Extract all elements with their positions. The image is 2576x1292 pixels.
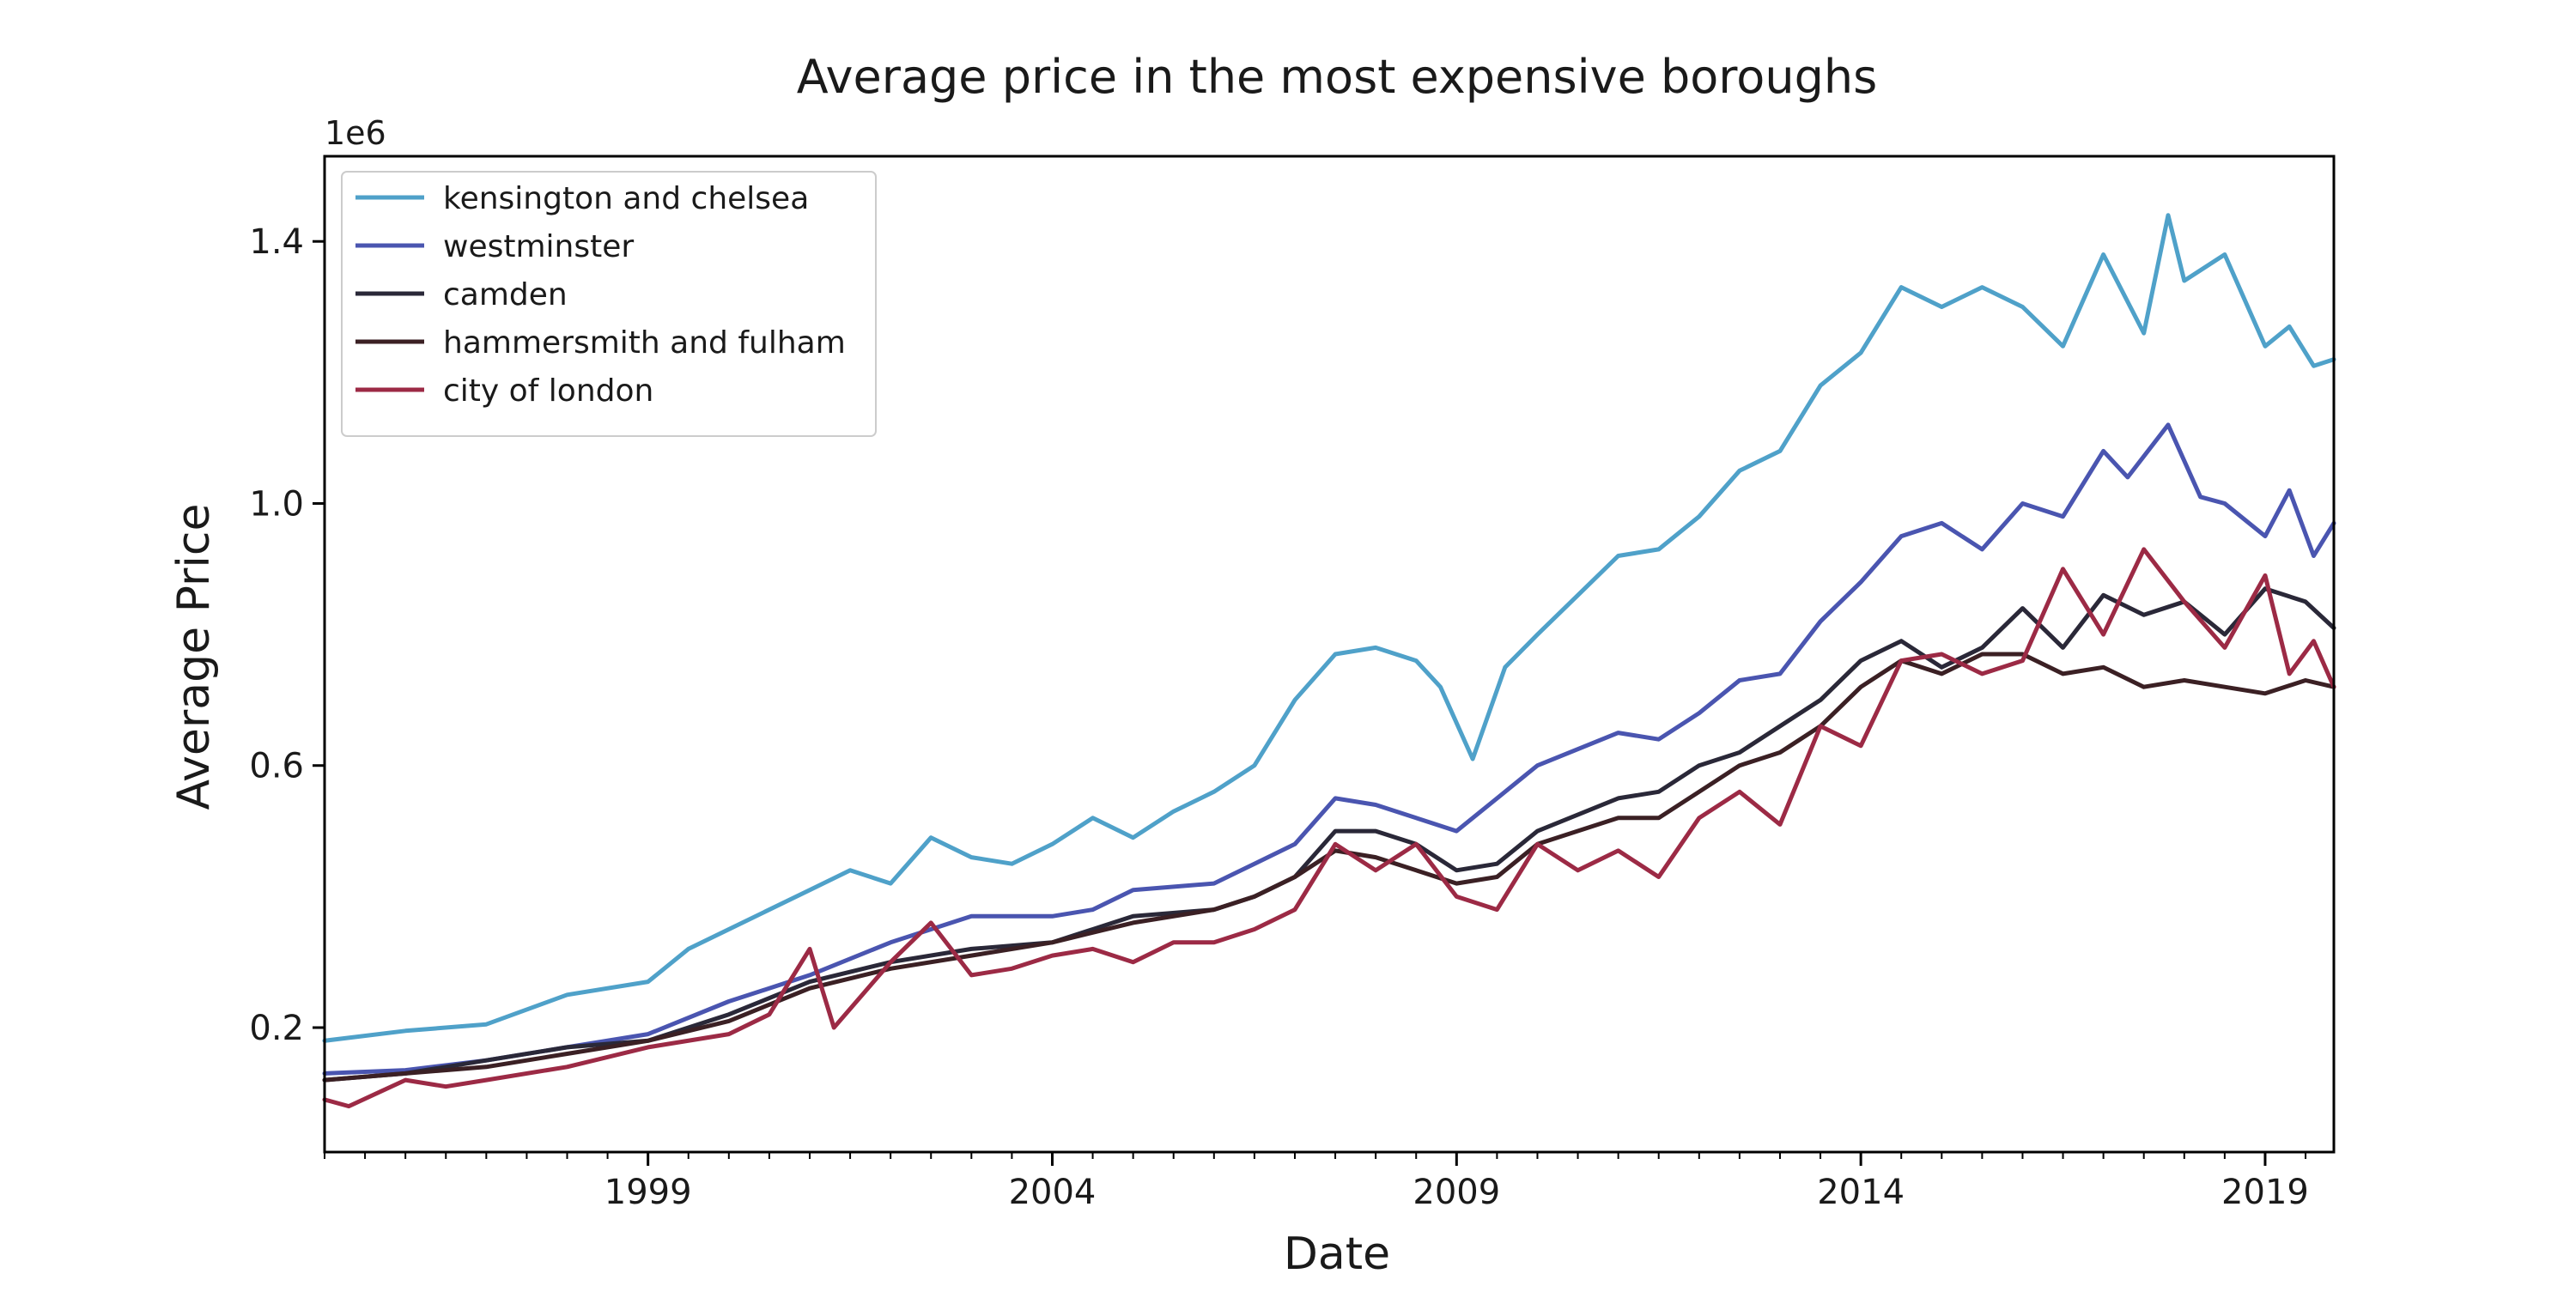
plot-area: [322, 213, 2336, 1109]
series-line-0: [322, 213, 2336, 1043]
plot-frame: [323, 155, 2336, 1154]
legend-entry-label: westminster: [443, 229, 634, 264]
y-axis-offset-label: 1e6: [325, 114, 386, 152]
y-tick-label: 1.0: [249, 484, 304, 524]
x-axis-title: Date: [1284, 1228, 1390, 1280]
x-tick-label: 2014: [1817, 1173, 1905, 1212]
series-line-3: [322, 652, 2336, 1083]
y-tick-label: 0.2: [249, 1009, 304, 1048]
legend-entry-label: camden: [443, 277, 568, 312]
y-tick-label: 0.6: [249, 747, 304, 786]
y-tick-label: 1.4: [249, 222, 304, 262]
x-tick-label: 2009: [1413, 1173, 1500, 1212]
x-tick-label: 2019: [2221, 1173, 2309, 1212]
legend-entry-label: hammersmith and fulham: [443, 325, 846, 361]
series-line-1: [322, 422, 2336, 1076]
x-tick-label: 1999: [605, 1173, 692, 1212]
legend-entry-label: city of london: [443, 373, 653, 409]
legend-entry-label: kensington and chelsea: [443, 181, 809, 216]
y-axis-title: Average Price: [168, 504, 220, 810]
x-tick-label: 2004: [1009, 1173, 1097, 1212]
legend-box: [341, 171, 877, 437]
chart-title: Average price in the most expensive boro…: [797, 50, 1877, 104]
legend: kensington and chelsea westminster camden h…: [341, 171, 877, 437]
axes: 0.2 0.6 1.0 1.4 1999 2004 2009 2014 2019: [249, 155, 2336, 1212]
series-line-4: [322, 547, 2336, 1109]
